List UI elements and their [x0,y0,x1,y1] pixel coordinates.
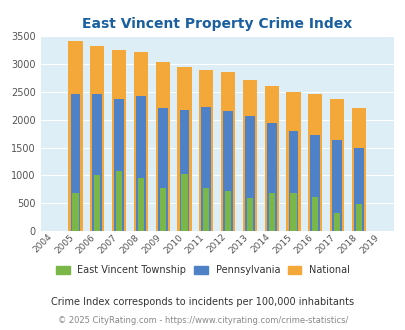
Bar [138,178,144,231]
Bar [68,41,82,231]
Bar [224,191,230,231]
Bar [355,204,361,231]
Bar [203,188,209,231]
Bar [351,108,365,231]
Bar [72,193,78,231]
Bar [201,107,211,231]
Bar [136,96,145,231]
Bar [333,213,339,231]
Bar [116,172,122,231]
Bar [286,92,300,231]
Bar [179,110,189,231]
Bar [159,188,165,231]
Text: © 2025 CityRating.com - https://www.cityrating.com/crime-statistics/: © 2025 CityRating.com - https://www.city… [58,316,347,325]
Bar [70,94,80,231]
Bar [92,94,102,231]
Bar [290,193,296,231]
Title: East Vincent Property Crime Index: East Vincent Property Crime Index [82,17,352,31]
Bar [266,123,276,231]
Bar [114,99,124,231]
Bar [94,175,100,231]
Bar [244,116,254,231]
Bar [90,46,104,231]
Bar [307,94,322,231]
Bar [264,86,278,231]
Bar [310,135,320,231]
Bar [246,198,252,231]
Bar [242,80,256,231]
Bar [329,99,343,231]
Bar [158,108,167,231]
Bar [311,197,318,231]
Bar [331,140,341,231]
Bar [199,70,213,231]
Bar [268,193,274,231]
Bar [155,62,169,231]
Legend: East Vincent Township, Pennsylvania, National: East Vincent Township, Pennsylvania, Nat… [52,261,353,279]
Bar [134,52,147,231]
Bar [220,72,234,231]
Bar [177,67,191,231]
Text: Crime Index corresponds to incidents per 100,000 inhabitants: Crime Index corresponds to incidents per… [51,297,354,307]
Bar [288,131,298,231]
Bar [112,50,126,231]
Bar [353,148,363,231]
Bar [223,112,232,231]
Bar [181,174,187,231]
